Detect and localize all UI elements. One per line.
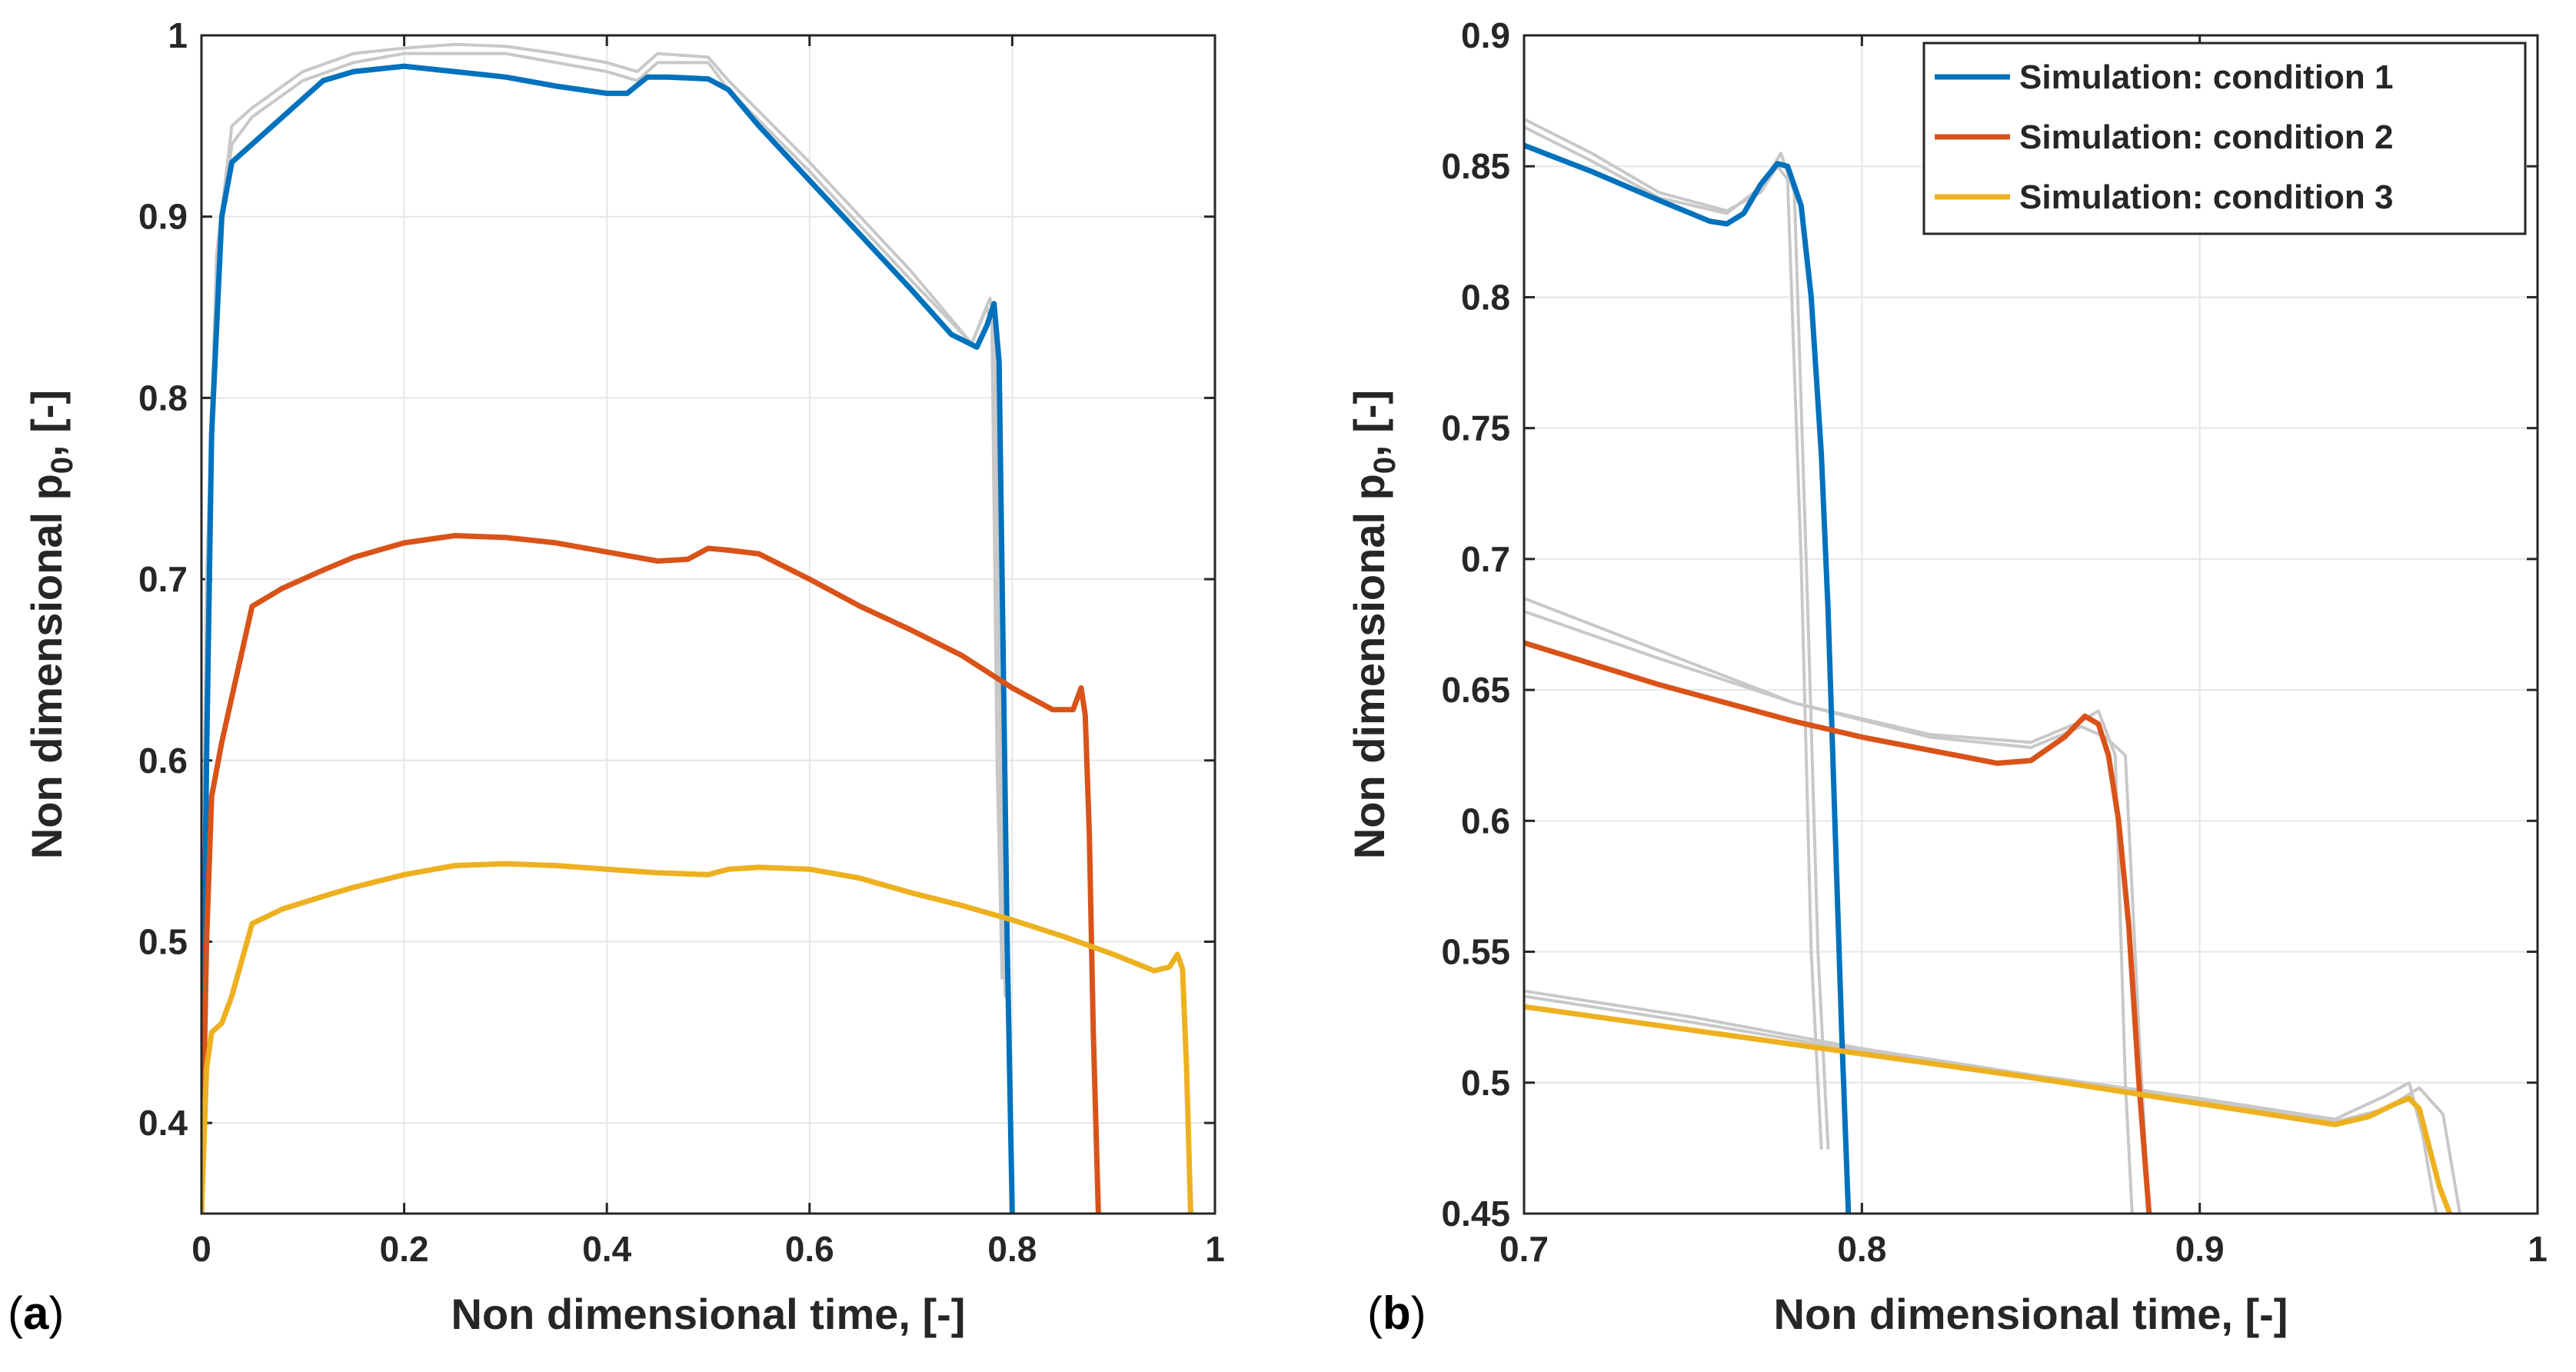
y-tick-label: 0.75 [1441, 408, 1510, 448]
axes-box [200, 34, 1216, 1215]
y-axis-label-tail: , [-] [22, 390, 71, 457]
panel-label-open: ( [8, 1287, 23, 1339]
x-tick-label: 0.4 [582, 1229, 631, 1269]
y-tick-label: 0.6 [1461, 801, 1510, 841]
y-axis-label-main: Non dimensional p [1345, 474, 1393, 859]
y-tick-label: 0.65 [1441, 670, 1510, 710]
x-tick-label: 0.2 [380, 1229, 429, 1269]
data-lines [1524, 117, 2461, 1214]
y-axis-label: Non dimensional p0, [-] [1345, 390, 1402, 859]
panel-label-close: ) [48, 1287, 64, 1339]
y-axis-label-main: Non dimensional p [22, 474, 71, 859]
series-line-condition-2 [201, 533, 1101, 1214]
panel-label-close: ) [1411, 1287, 1426, 1339]
legend-label-condition-2: Simulation: condition 2 [2019, 118, 2393, 156]
legend-label-condition-3: Simulation: condition 3 [2019, 178, 2393, 216]
x-tick-label: 0.9 [2175, 1229, 2225, 1269]
experimental-curve [1524, 117, 1823, 1150]
panel-label-letter: a [23, 1287, 49, 1339]
y-tick-label: 0.5 [1461, 1063, 1510, 1103]
series-line-condition-3 [1524, 1004, 2453, 1214]
chart-b: 0.7 0.8 0.9 1 0.45 0.5 0.55 0.6 0.65 0.7 0.75 0.8 0.… [1345, 15, 2548, 1339]
y-tick-label: 0.9 [138, 197, 188, 237]
x-tick-label: 1 [1205, 1229, 1225, 1269]
data-lines [201, 42, 1193, 1214]
x-axis-label: Non dimensional time, [-] [1774, 1290, 2288, 1338]
series-line-condition-2 [1524, 640, 2152, 1214]
y-tick-label: 0.4 [138, 1103, 188, 1143]
x-tick-label: 0.7 [1499, 1229, 1549, 1269]
x-axis-label: Non dimensional time, [-] [451, 1290, 966, 1338]
experimental-curve [1524, 610, 2151, 1214]
series-line-condition-1 [1524, 142, 1852, 1214]
x-tick-label: 0 [191, 1229, 211, 1269]
y-tick-label: 0.8 [1461, 277, 1510, 317]
y-tick-label: 0.5 [138, 921, 188, 961]
panel-label-open: ( [1367, 1287, 1383, 1339]
panel-label-letter: b [1383, 1287, 1411, 1339]
y-tick-label: 0.7 [1461, 539, 1510, 579]
axes-box [1523, 34, 2539, 1215]
legend-label-condition-1: Simulation: condition 1 [2019, 58, 2393, 96]
y-tick-label: 0.45 [1441, 1194, 1510, 1234]
legend: Simulation: condition 1 Simulation: condi… [1922, 42, 2527, 235]
x-tick-label: 0.6 [785, 1229, 834, 1269]
y-tick-label: 0.6 [138, 741, 188, 781]
x-tick-label: 0.8 [987, 1229, 1037, 1269]
x-tick-label: 1 [2528, 1229, 2548, 1269]
y-axis-label-tail: , [-] [1345, 390, 1393, 457]
y-tick-label: 0.85 [1441, 146, 1510, 186]
y-axis-label: Non dimensional p0, [-] [22, 390, 79, 859]
experimental-curve [201, 52, 1007, 1034]
y-axis-label-subscript: 0 [45, 457, 79, 474]
panel-label: (b) [1367, 1287, 1426, 1339]
y-tick-label: 1 [168, 15, 188, 55]
legend-box [1922, 42, 2527, 235]
y-tick-label: 0.55 [1441, 932, 1510, 972]
y-axis-label-subscript: 0 [1368, 457, 1402, 474]
chart-a: 0 0.2 0.4 0.6 0.8 1 0.4 0.5 0.6 0.7 0.8 0.9 1 Non dim… [8, 15, 1225, 1339]
panel-label: (a) [8, 1287, 64, 1339]
y-tick-label: 0.9 [1461, 15, 1510, 55]
y-tick-label: 0.7 [138, 559, 188, 599]
plot-area [201, 35, 1215, 1214]
experimental-curve [1524, 597, 2134, 1214]
series-line-condition-1 [201, 63, 1015, 1214]
x-tick-label: 0.8 [1837, 1229, 1886, 1269]
y-tick-label: 0.8 [138, 378, 188, 418]
series-line-condition-3 [201, 861, 1193, 1214]
